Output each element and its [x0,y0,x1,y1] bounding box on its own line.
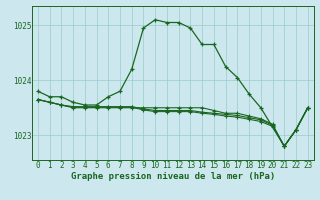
X-axis label: Graphe pression niveau de la mer (hPa): Graphe pression niveau de la mer (hPa) [71,172,275,181]
